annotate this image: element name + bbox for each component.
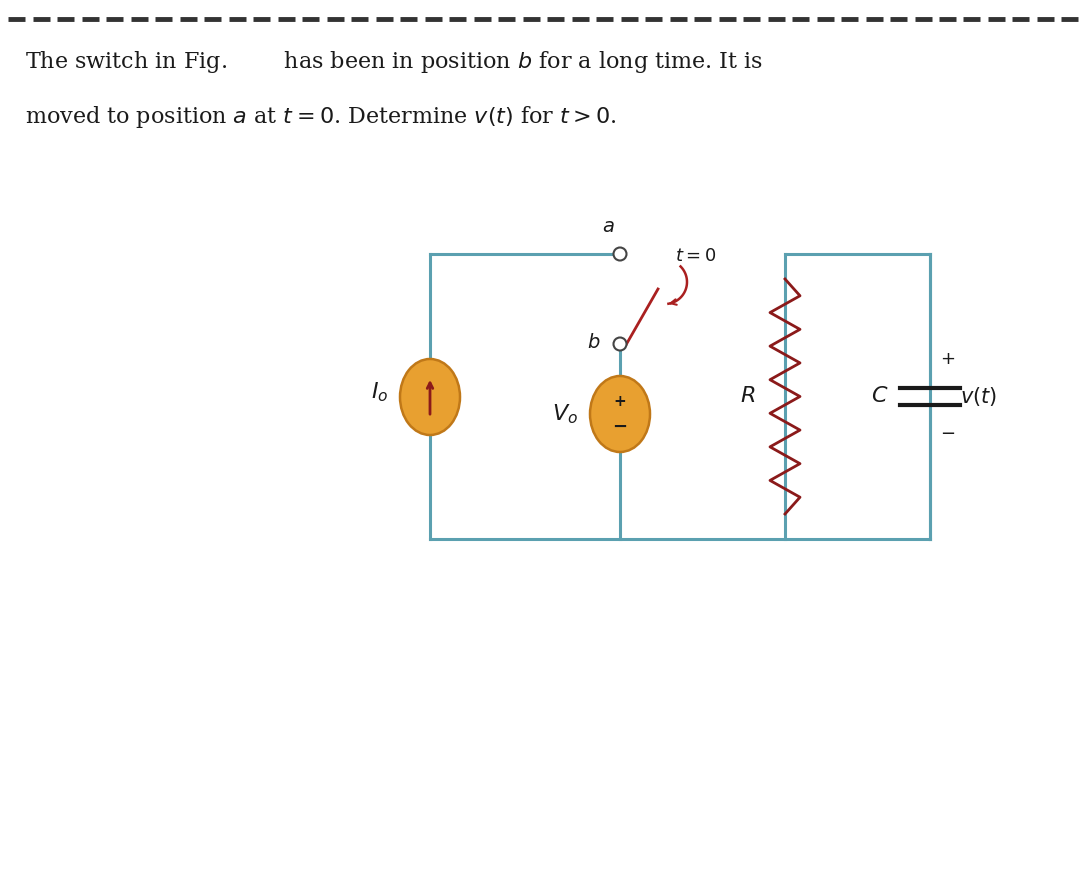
Text: $V_o$: $V_o$ [552, 402, 578, 426]
Text: −: − [612, 418, 627, 436]
Text: $b$: $b$ [586, 332, 600, 351]
Text: −: − [941, 426, 956, 443]
Circle shape [613, 337, 626, 350]
Text: +: + [613, 393, 626, 408]
Text: $C$: $C$ [870, 385, 888, 407]
Text: $v(t)$: $v(t)$ [960, 385, 997, 408]
Ellipse shape [590, 376, 650, 452]
Text: $t = 0$: $t = 0$ [675, 247, 716, 265]
Text: $R$: $R$ [740, 385, 755, 407]
Text: The switch in Fig.        has been in position $b$ for a long time. It is: The switch in Fig. has been in position … [25, 49, 764, 75]
Text: $I_o$: $I_o$ [370, 380, 388, 404]
Text: +: + [941, 350, 956, 367]
Ellipse shape [400, 359, 460, 435]
Text: moved to position $a$ at $t = 0$. Determine $v(t)$ for $t > 0$.: moved to position $a$ at $t = 0$. Determ… [25, 104, 617, 130]
Text: $a$: $a$ [602, 218, 615, 236]
Circle shape [613, 247, 626, 260]
